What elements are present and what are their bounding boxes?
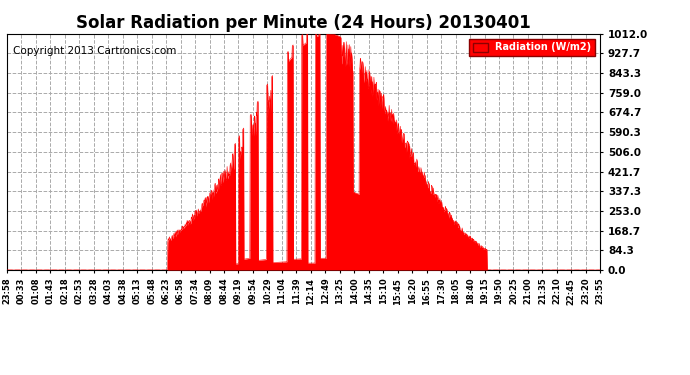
Legend: Radiation (W/m2): Radiation (W/m2): [469, 39, 595, 56]
Text: Copyright 2013 Cartronics.com: Copyright 2013 Cartronics.com: [13, 46, 176, 56]
Title: Solar Radiation per Minute (24 Hours) 20130401: Solar Radiation per Minute (24 Hours) 20…: [76, 14, 531, 32]
